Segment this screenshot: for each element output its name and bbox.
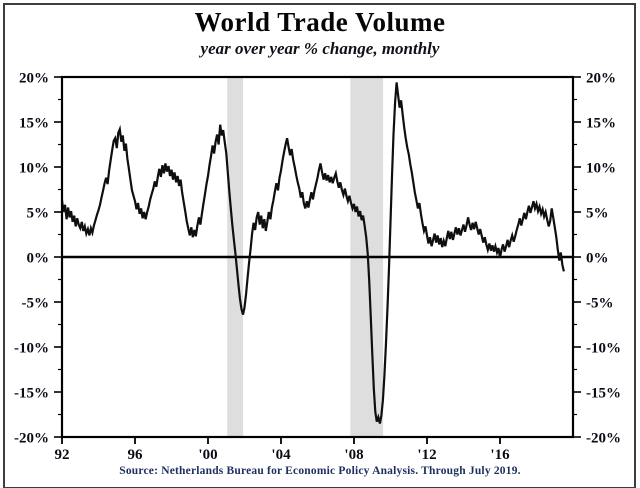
y-axis-label-left: -20%: [14, 430, 49, 446]
y-axis-label-left: -10%: [14, 340, 49, 356]
chart-title: World Trade Volume: [194, 7, 446, 37]
y-axis-label-left: -15%: [14, 385, 49, 401]
y-axis-label-right: -20%: [586, 430, 621, 446]
x-axis-label: '00: [198, 447, 217, 463]
y-axis-label-left: 0%: [27, 250, 50, 266]
y-axis-label-right: 0%: [586, 250, 609, 266]
y-axis-label-right: 10%: [586, 160, 616, 176]
plot-border: [60, 75, 575, 439]
y-axis-label-left: 10%: [19, 160, 49, 176]
y-axis-label-right: -10%: [586, 340, 621, 356]
chart-subtitle: year over year % change, monthly: [200, 39, 440, 58]
y-axis-label-right: -5%: [586, 295, 614, 311]
y-axis-label-left: 15%: [19, 115, 49, 131]
x-axis-label: 92: [55, 447, 70, 463]
y-axis-label-left: 20%: [19, 70, 49, 86]
x-axis-label: '04: [271, 447, 291, 463]
y-axis-label-right: 20%: [586, 70, 616, 86]
y-axis-label-left: 5%: [27, 205, 50, 221]
y-axis-label-right: -15%: [586, 385, 621, 401]
x-axis-label: '16: [490, 447, 510, 463]
x-axis-label: '12: [417, 447, 436, 463]
data-series-line: [60, 82, 565, 424]
y-axis-label-right: 5%: [586, 205, 609, 221]
source-note: Source: Netherlands Bureau for Economic …: [119, 465, 521, 477]
y-axis-label-left: -5%: [22, 295, 50, 311]
x-axis-label: 96: [128, 447, 144, 463]
x-axis-label: '08: [344, 447, 363, 463]
y-axis-label-right: 15%: [586, 115, 616, 131]
